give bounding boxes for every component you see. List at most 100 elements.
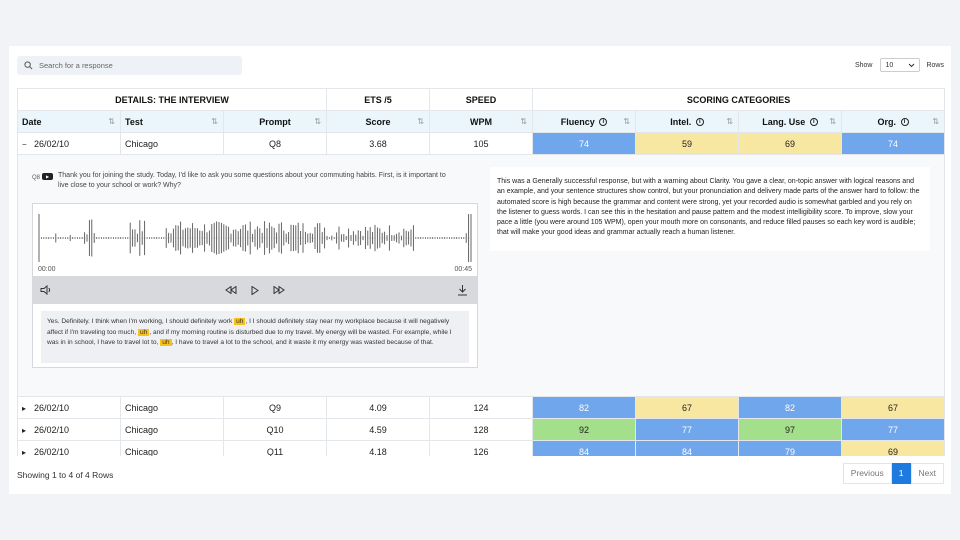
lang-use-cell: 82 bbox=[738, 396, 843, 419]
responses-table: DETAILS: THE INTERVIEW ETS /5 SPEED SCOR… bbox=[16, 88, 946, 463]
col-test[interactable]: Test ⇅ bbox=[120, 110, 224, 133]
fluency-cell: 92 bbox=[532, 418, 637, 441]
youtube-icon[interactable]: ▶ bbox=[42, 173, 54, 180]
intel-cell: 67 bbox=[635, 396, 740, 419]
score-cell: 4.59 bbox=[326, 418, 431, 441]
show-label: Show bbox=[854, 61, 873, 69]
question-row: Q8 ▶ Thank you for joining the study. To… bbox=[32, 171, 452, 191]
info-icon[interactable]: i bbox=[599, 118, 608, 127]
score-cell: 3.68 bbox=[326, 132, 431, 155]
col-org[interactable]: Org. i ⇅ bbox=[841, 110, 946, 133]
rows-per-page-value: 10 bbox=[885, 61, 894, 69]
info-icon[interactable]: i bbox=[900, 118, 909, 127]
previous-button[interactable]: Previous bbox=[842, 463, 892, 484]
fast-forward-icon[interactable] bbox=[273, 286, 285, 294]
wpm-cell: 128 bbox=[429, 418, 534, 441]
test-cell: Chicago bbox=[120, 396, 224, 419]
column-header-row: Date ⇅ Test ⇅ Prompt ⇅ Score ⇅ WPM ⇅ Fluency … bbox=[17, 110, 946, 133]
search-input[interactable] bbox=[39, 61, 229, 70]
feedback-text: This was a Generally successful response… bbox=[490, 167, 930, 251]
col-lang-use[interactable]: Lang. Use i ⇅ bbox=[738, 110, 843, 133]
rewind-icon[interactable] bbox=[225, 286, 237, 294]
lang-use-cell: 97 bbox=[738, 418, 843, 441]
download-icon[interactable] bbox=[457, 284, 468, 296]
group-ets: ETS /5 bbox=[326, 88, 431, 111]
org-cell: 67 bbox=[841, 396, 946, 419]
footer-bar bbox=[9, 456, 951, 494]
prompt-cell: Q9 bbox=[222, 396, 328, 419]
expand-toggle[interactable]: ▸ bbox=[22, 403, 27, 413]
table-row[interactable]: ▸ 26/02/10 Chicago Q9 4.09 124 82 67 82 6… bbox=[17, 396, 946, 419]
volume-icon[interactable] bbox=[40, 285, 52, 295]
col-score[interactable]: Score ⇅ bbox=[326, 110, 431, 133]
sort-icon[interactable]: ⇅ bbox=[417, 117, 425, 126]
question-text: Thank you for joining the study. Today, … bbox=[58, 172, 446, 189]
score-cell: 4.09 bbox=[326, 396, 431, 419]
filler-highlight: uh bbox=[234, 318, 246, 325]
time-start: 00:00 bbox=[38, 266, 56, 273]
collapse-toggle[interactable]: − bbox=[22, 139, 27, 149]
intel-cell: 77 bbox=[635, 418, 740, 441]
pagination: Previous 1 Next bbox=[842, 463, 944, 484]
test-cell: Chicago bbox=[120, 132, 224, 155]
expand-toggle[interactable]: ▸ bbox=[22, 425, 27, 435]
rows-per-page-control: Show 10 Rows bbox=[855, 58, 944, 72]
expand-toggle[interactable]: ▸ bbox=[22, 447, 27, 457]
group-details: DETAILS: THE INTERVIEW bbox=[16, 88, 328, 111]
org-cell: 77 bbox=[841, 418, 946, 441]
sort-icon[interactable]: ⇅ bbox=[520, 117, 528, 126]
detail-panel: Q8 ▶ Thank you for joining the study. To… bbox=[16, 154, 946, 397]
date-cell: ▸ 26/02/10 bbox=[17, 418, 121, 441]
table-row[interactable]: ▸ 26/02/10 Chicago Q10 4.59 128 92 77 97 … bbox=[17, 418, 946, 441]
next-button[interactable]: Next bbox=[910, 463, 944, 484]
group-header-row: DETAILS: THE INTERVIEW ETS /5 SPEED SCOR… bbox=[16, 88, 946, 111]
prompt-cell: Q8 bbox=[222, 132, 328, 155]
date-cell: ▸ 26/02/10 bbox=[17, 396, 121, 419]
fluency-cell: 74 bbox=[532, 132, 637, 155]
page-1-button[interactable]: 1 bbox=[891, 463, 911, 484]
intel-cell: 59 bbox=[635, 132, 740, 155]
date-cell: −26/02/10 bbox=[17, 132, 121, 155]
org-cell: 74 bbox=[841, 132, 946, 155]
prompt-cell: Q10 bbox=[222, 418, 328, 441]
col-wpm[interactable]: WPM ⇅ bbox=[429, 110, 534, 133]
col-fluency[interactable]: Fluency i ⇅ bbox=[532, 110, 637, 133]
info-icon[interactable]: i bbox=[695, 118, 704, 127]
group-speed: SPEED bbox=[429, 88, 534, 111]
sort-icon[interactable]: ⇅ bbox=[314, 117, 322, 126]
table-row[interactable]: −26/02/10 Chicago Q8 3.68 105 74 59 69 7… bbox=[17, 132, 946, 155]
info-icon[interactable]: i bbox=[809, 118, 818, 127]
transcript: Yes. Definitely. I think when I'm workin… bbox=[41, 311, 469, 363]
search-icon bbox=[24, 61, 33, 70]
sort-icon[interactable]: ⇅ bbox=[932, 117, 940, 126]
fluency-cell: 82 bbox=[532, 396, 637, 419]
responses-card: Show 10 Rows DETAILS: THE INTERVIEW ETS … bbox=[9, 46, 951, 494]
group-scoring: SCORING CATEGORIES bbox=[532, 88, 946, 111]
wpm-cell: 105 bbox=[429, 132, 534, 155]
sort-icon[interactable]: ⇅ bbox=[829, 117, 837, 126]
rows-label: Rows bbox=[926, 61, 944, 69]
sort-icon[interactable]: ⇅ bbox=[108, 117, 115, 126]
col-prompt[interactable]: Prompt ⇅ bbox=[222, 110, 328, 133]
player-controls bbox=[33, 276, 477, 304]
filler-highlight: uh bbox=[160, 339, 172, 346]
waveform[interactable] bbox=[35, 208, 475, 268]
filler-highlight: uh bbox=[137, 328, 150, 336]
time-end: 00:45 bbox=[454, 266, 472, 273]
rows-per-page-select[interactable]: 10 bbox=[880, 58, 921, 72]
sort-icon[interactable]: ⇅ bbox=[623, 117, 631, 126]
question-number: Q8 bbox=[32, 175, 41, 181]
rows-summary: Showing 1 to 4 of 4 Rows bbox=[17, 470, 114, 480]
col-intel[interactable]: Intel. i ⇅ bbox=[635, 110, 740, 133]
sort-icon[interactable]: ⇅ bbox=[211, 117, 218, 126]
detail-row: Q8 ▶ Thank you for joining the study. To… bbox=[16, 154, 946, 397]
lang-use-cell: 69 bbox=[738, 132, 843, 155]
audio-player: 00:00 00:45 Yes. Definitely. I think whe… bbox=[32, 203, 478, 368]
wpm-cell: 124 bbox=[429, 396, 534, 419]
col-date[interactable]: Date ⇅ bbox=[17, 110, 121, 133]
chevron-down-icon bbox=[909, 63, 915, 67]
search-box[interactable] bbox=[17, 56, 242, 75]
sort-icon[interactable]: ⇅ bbox=[726, 117, 734, 126]
play-icon[interactable] bbox=[251, 286, 259, 295]
test-cell: Chicago bbox=[120, 418, 224, 441]
